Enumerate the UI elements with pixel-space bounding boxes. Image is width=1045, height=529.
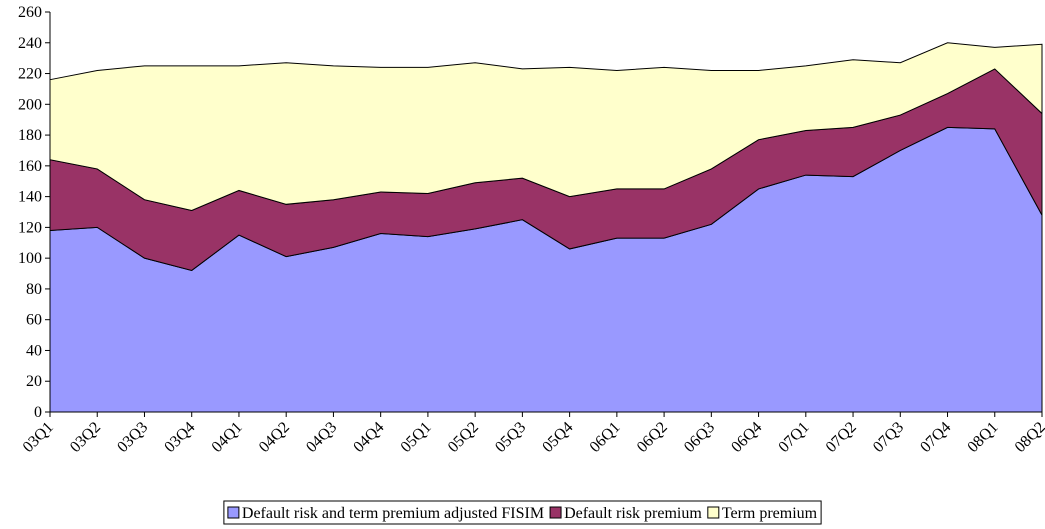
legend-label: Default risk premium	[564, 505, 702, 522]
x-tick-label: 05Q3	[492, 419, 529, 456]
x-tick-label: 07Q3	[870, 419, 907, 456]
x-tick-label: 03Q3	[114, 419, 151, 456]
y-tick-label: 260	[18, 4, 42, 21]
x-tick-label: 03Q2	[67, 419, 104, 456]
x-tick-label: 03Q4	[161, 419, 198, 456]
y-tick-label: 0	[34, 404, 42, 421]
y-tick-label: 180	[18, 127, 42, 144]
y-tick-label: 60	[26, 312, 42, 329]
y-tick-label: 200	[18, 96, 42, 113]
y-tick-label: 100	[18, 250, 42, 267]
y-tick-label: 80	[26, 281, 42, 298]
y-tick-label: 120	[18, 219, 42, 236]
x-tick-label: 08Q1	[964, 419, 1001, 456]
legend-label: Term premium	[722, 505, 818, 522]
x-tick-label: 04Q3	[303, 419, 340, 456]
legend: Default risk and term premium adjusted F…	[223, 500, 822, 525]
y-tick-label: 220	[18, 66, 42, 83]
legend-box	[223, 500, 822, 525]
x-tick-label: 03Q1	[20, 419, 57, 456]
x-tick-label: 08Q2	[1012, 419, 1045, 456]
y-tick-label: 240	[18, 35, 42, 52]
x-tick-label: 05Q4	[539, 419, 576, 456]
legend-label: Default risk and term premium adjusted F…	[242, 505, 544, 522]
y-tick-label: 40	[26, 342, 42, 359]
x-tick-label: 06Q4	[728, 419, 765, 456]
x-tick-label: 07Q4	[917, 419, 954, 456]
x-tick-label: 06Q3	[681, 419, 718, 456]
x-tick-label: 04Q4	[350, 419, 387, 456]
y-tick-label: 160	[18, 158, 42, 175]
x-tick-label: 07Q1	[775, 419, 812, 456]
y-tick-label: 140	[18, 189, 42, 206]
x-tick-label: 04Q2	[256, 419, 293, 456]
y-tick-label: 20	[26, 373, 42, 390]
x-tick-label: 05Q2	[445, 419, 482, 456]
x-tick-label: 05Q1	[398, 419, 435, 456]
x-tick-label: 06Q2	[634, 419, 671, 456]
legend-swatch	[227, 506, 240, 519]
area	[49, 42, 1043, 211]
x-tick-label: 07Q2	[823, 419, 860, 456]
x-tick-label: 06Q1	[587, 419, 624, 456]
legend-swatch	[549, 506, 562, 519]
x-tick-label: 04Q1	[209, 419, 246, 456]
legend-swatch	[707, 506, 720, 519]
